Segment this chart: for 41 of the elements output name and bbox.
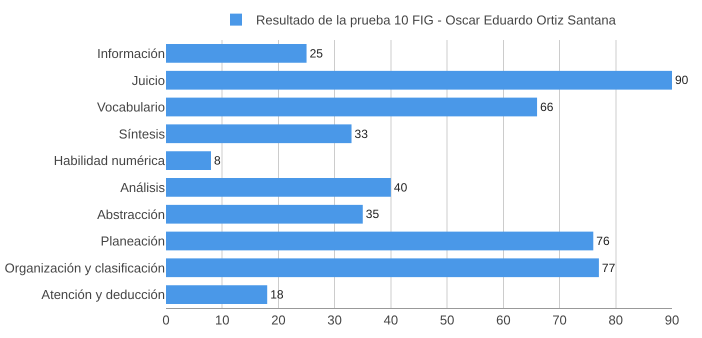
data-label: 25	[310, 46, 324, 60]
data-label: 8	[214, 154, 221, 168]
y-tick-label: Planeación	[100, 234, 165, 249]
y-tick-label: Vocabulario	[97, 100, 165, 115]
x-tick-label: 0	[162, 312, 170, 328]
y-tick-label: Análisis	[120, 180, 166, 195]
bar	[166, 124, 352, 144]
y-tick-label: Abstracción	[97, 206, 165, 222]
bar	[166, 204, 363, 224]
bar	[166, 232, 594, 250]
x-tick-label: 30	[327, 312, 342, 328]
x-tick-label: 70	[552, 312, 567, 328]
x-tick-label: 80	[608, 312, 624, 328]
y-tick-label: Juicio	[132, 72, 165, 88]
data-label: 90	[675, 73, 689, 88]
x-tick-label: 60	[496, 312, 511, 328]
bar	[166, 285, 268, 304]
x-tick-label: 90	[664, 312, 680, 328]
x-tick-label: 40	[384, 312, 398, 328]
bar	[166, 70, 672, 90]
bar	[166, 178, 391, 197]
data-label: 40	[394, 180, 408, 194]
bar	[166, 98, 538, 116]
data-label: 18	[270, 288, 284, 302]
x-tick-label: 10	[214, 312, 230, 328]
x-tick-label: 20	[271, 312, 286, 328]
data-label: 66	[540, 100, 554, 114]
y-tick-label: Organización y clasificación	[4, 260, 165, 276]
bar	[166, 258, 599, 278]
data-label: 76	[596, 234, 610, 248]
data-label: 35	[366, 207, 380, 222]
bar	[166, 44, 307, 63]
data-label: 33	[354, 126, 368, 141]
y-tick-label: Atención y deducción	[41, 287, 165, 302]
y-tick-label: Habilidad numérica	[54, 153, 166, 168]
data-label: 77	[602, 260, 616, 275]
y-tick-label: Síntesis	[118, 126, 166, 142]
legend-label: Resultado de la prueba 10 FIG - Oscar Eduardo Ortiz Santana	[256, 12, 617, 28]
bar	[166, 151, 211, 170]
y-tick-label: Información	[97, 46, 165, 61]
x-tick-label: 50	[440, 312, 454, 328]
